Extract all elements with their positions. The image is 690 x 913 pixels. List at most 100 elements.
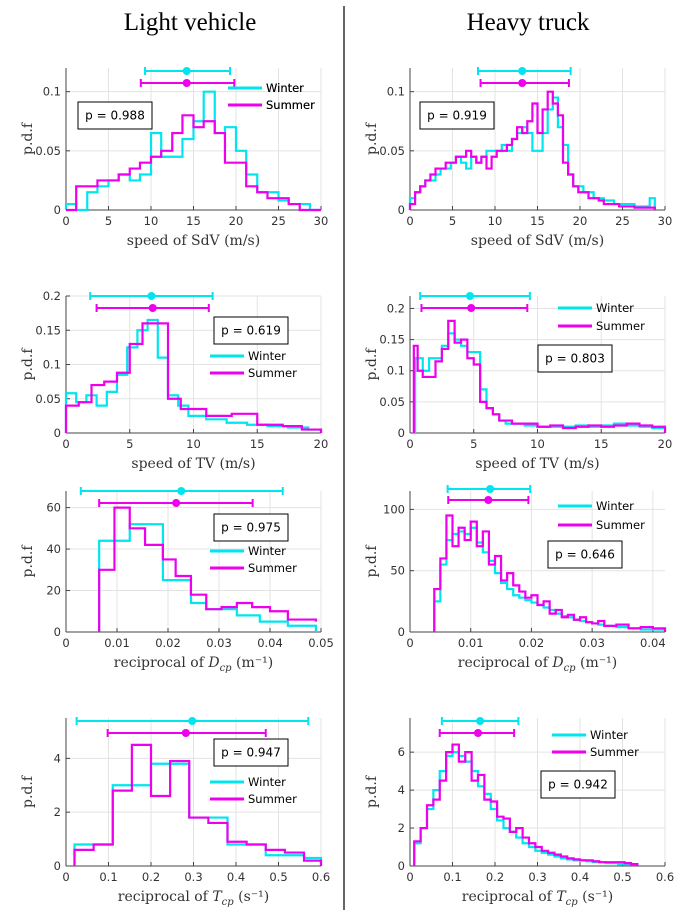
column-title-light-vehicle: Light vehicle — [124, 9, 257, 36]
x-axis-label: speed of TV (m/s) — [475, 456, 599, 472]
x-axis-label: reciprocal of Dcp (m⁻¹) — [458, 655, 617, 674]
y-axis-label: p.d.f — [364, 774, 380, 808]
x-tick-label: 5 — [126, 437, 133, 451]
series-summer-line — [73, 743, 323, 866]
p-value-text: p = 0.619 — [221, 324, 281, 338]
x-axis-label: reciprocal of Tcp (s⁻¹) — [118, 889, 269, 908]
x-tick-label: 0.3 — [528, 870, 546, 884]
p-value-text: p = 0.942 — [548, 778, 608, 792]
x-tick-label: 0 — [62, 870, 69, 884]
legend-winter-label: Winter — [266, 81, 304, 95]
interval-winter-mean — [147, 292, 156, 300]
legend-winter-label: Winter — [248, 775, 286, 789]
panel-light-2: 0 5 10 15 20 0 0.05 0.1 0.15 0.2 speed of TV (m/s)… — [20, 289, 328, 472]
y-tick-label: 50 — [390, 564, 405, 578]
interval-summer-mean — [484, 496, 493, 504]
y-tick-label: 2 — [54, 805, 61, 819]
x-tick-label: 0.01 — [458, 636, 484, 650]
interval-winter-mean — [182, 67, 191, 75]
x-tick-label: 20 — [658, 437, 673, 451]
x-axis-label: reciprocal of Dcp (m⁻¹) — [114, 655, 273, 674]
x-tick-label: 15 — [594, 437, 609, 451]
x-tick-label: 10 — [530, 437, 545, 451]
y-tick-label: 0 — [54, 203, 61, 217]
x-tick-label: 0.6 — [312, 870, 330, 884]
interval-winter-mean — [476, 717, 485, 725]
x-tick-label: 20 — [573, 214, 588, 228]
y-tick-label: 0 — [54, 426, 61, 440]
x-tick-label: 0.5 — [613, 870, 631, 884]
panel-heavy-1: 0 5 10 15 20 25 30 0 0.05 0.1 speed of SdV (m/s) p.… — [228, 67, 672, 249]
y-tick-label: 0.2 — [43, 289, 61, 303]
legend-summer-label: Summer — [248, 561, 297, 575]
x-tick-label: 0 — [62, 437, 69, 451]
y-tick-label: 0.05 — [35, 144, 61, 158]
panel-light-1: 0 5 10 15 20 25 30 0 0.05 0.1 speed of SdV (m/s) p.… — [20, 67, 328, 249]
interval-summer-mean — [518, 79, 527, 87]
interval-summer-mean — [181, 729, 190, 737]
interval-winter-mean — [518, 67, 527, 75]
legend-summer-label: Summer — [266, 98, 315, 112]
x-tick-label: 0.03 — [579, 636, 605, 650]
x-tick-label: 15 — [186, 214, 201, 228]
y-tick-label: 0 — [54, 859, 61, 873]
y-tick-label: 0 — [398, 625, 405, 639]
y-tick-label: 2 — [398, 821, 405, 835]
y-tick-label: 0.1 — [387, 85, 405, 99]
p-value-box — [547, 540, 623, 569]
y-tick-label: 6 — [398, 745, 405, 759]
y-tick-label: 0.2 — [387, 301, 405, 315]
series-summer-line — [408, 90, 656, 210]
x-axis-label: speed of SdV (m/s) — [127, 233, 260, 249]
y-tick-label: 0.15 — [379, 333, 405, 347]
y-tick-label: 20 — [46, 584, 61, 598]
x-tick-label: 10 — [488, 214, 503, 228]
panel-heavy-4: 0 0.1 0.2 0.3 0.4 0.5 0.6 0 2 4 6 reciprocal of Tcp… — [364, 717, 674, 908]
x-tick-label: 0 — [406, 636, 413, 650]
legend-summer-label: Summer — [596, 518, 645, 532]
p-value-box — [213, 513, 289, 542]
legend-winter-label: Winter — [248, 544, 286, 558]
y-tick-label: 0 — [398, 426, 405, 440]
y-tick-label: 0.05 — [379, 144, 405, 158]
x-tick-label: 0 — [406, 437, 413, 451]
x-tick-label: 0.04 — [257, 636, 283, 650]
x-tick-label: 0.02 — [155, 636, 181, 650]
y-axis-label: p.d.f — [20, 544, 36, 578]
series-winter-line — [413, 751, 639, 866]
series-summer-line — [98, 506, 317, 632]
y-tick-label: 100 — [383, 502, 405, 516]
x-axis-label: reciprocal of Tcp (s⁻¹) — [462, 889, 613, 908]
p-value-box — [537, 344, 613, 373]
p-value-text: p = 0.975 — [221, 521, 281, 535]
x-axis-label: speed of TV (m/s) — [131, 456, 255, 472]
x-tick-label: 0.1 — [99, 870, 117, 884]
y-tick-label: 0.15 — [35, 323, 61, 337]
legend-winter-label: Winter — [596, 499, 634, 513]
y-tick-label: 0 — [398, 203, 405, 217]
interval-winter-mean — [188, 717, 197, 725]
legend-winter-label: Winter — [596, 301, 634, 315]
interval-summer-mean — [474, 729, 482, 737]
legend-summer-label: Summer — [248, 366, 297, 380]
y-axis-label: p.d.f — [364, 544, 380, 578]
legend-winter-label: Winter — [248, 349, 286, 363]
y-tick-label: 0.05 — [35, 392, 61, 406]
x-tick-label: 20 — [229, 214, 244, 228]
y-tick-label: 4 — [54, 751, 61, 765]
x-tick-label: 0.03 — [206, 636, 232, 650]
series-summer-line — [66, 114, 321, 212]
interval-summer-mean — [467, 304, 476, 312]
x-tick-label: 0.04 — [640, 636, 666, 650]
p-value-box — [77, 101, 153, 130]
y-tick-label: 4 — [398, 783, 405, 797]
y-tick-label: 0 — [54, 625, 61, 639]
x-tick-label: 0.02 — [519, 636, 545, 650]
y-tick-label: 40 — [46, 542, 61, 556]
interval-summer-mean — [182, 79, 191, 87]
x-tick-label: 25 — [615, 214, 630, 228]
x-tick-label: 10 — [186, 437, 201, 451]
y-axis-label: p.d.f — [364, 347, 380, 381]
